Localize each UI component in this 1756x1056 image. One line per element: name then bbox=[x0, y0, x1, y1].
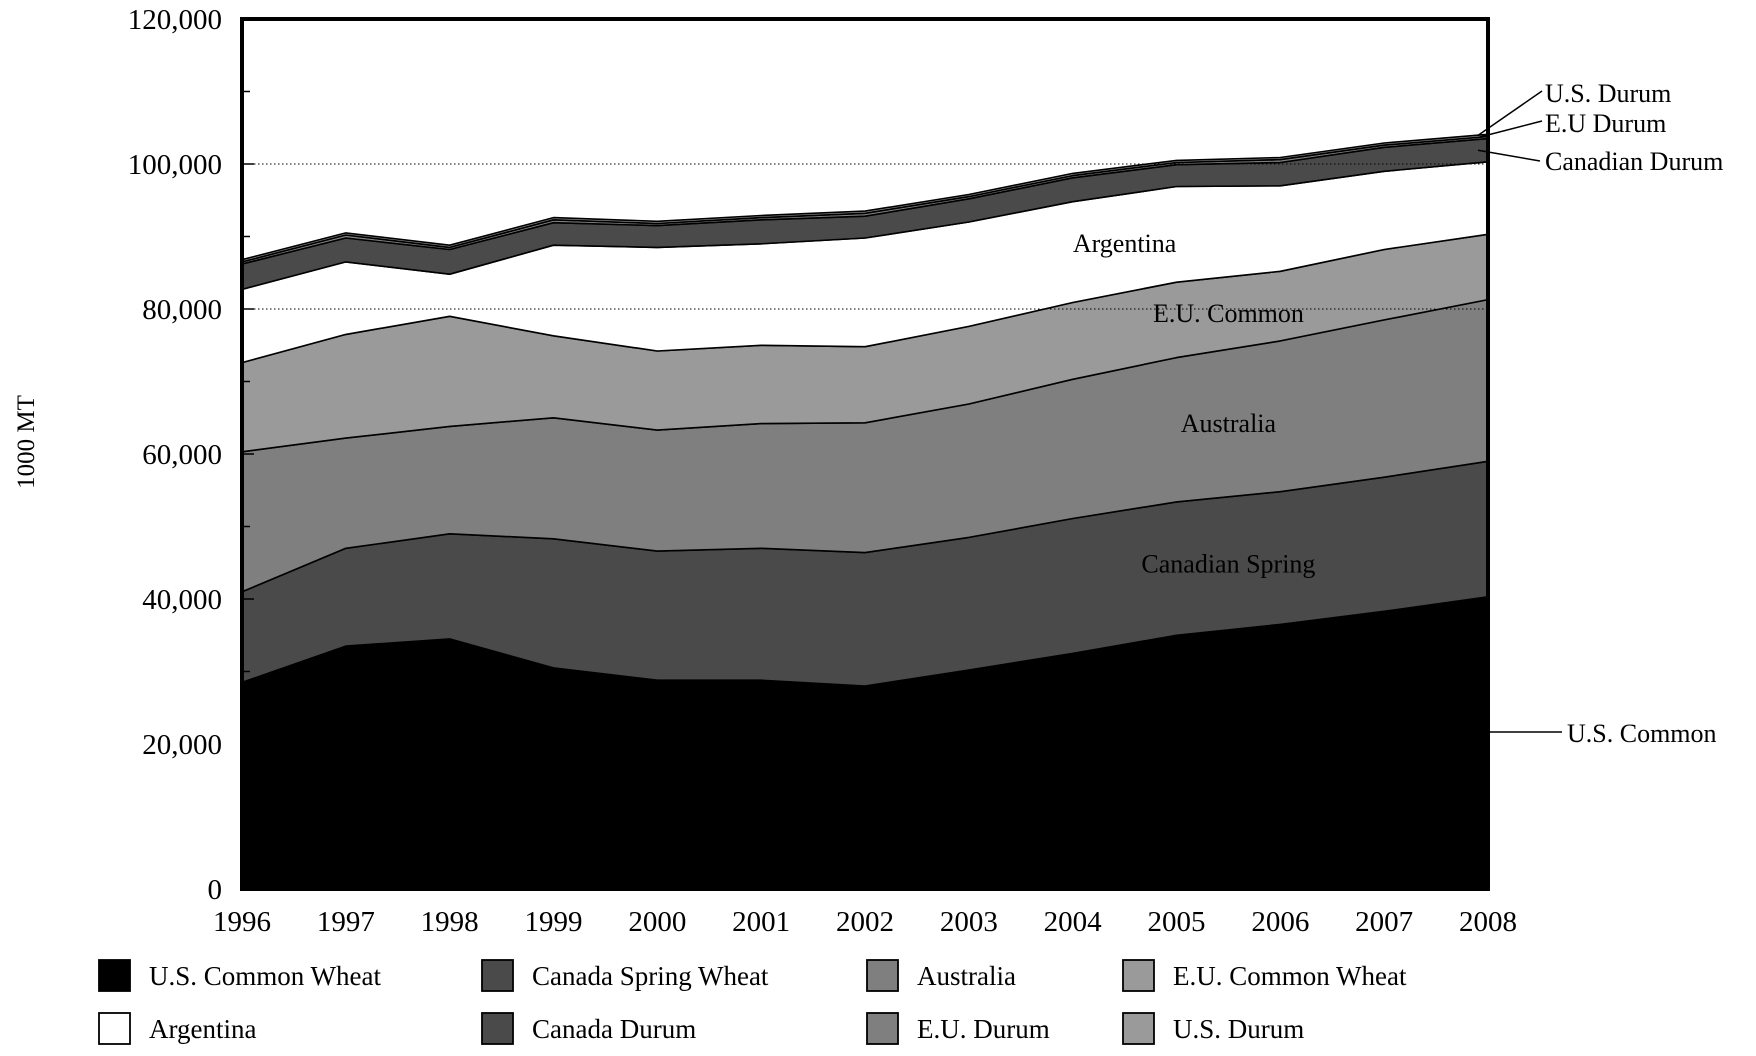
legend-label: E.U. Common Wheat bbox=[1173, 961, 1407, 991]
y-tick-label: 40,000 bbox=[142, 584, 222, 616]
x-tick-label: 2005 bbox=[1148, 906, 1206, 938]
area-label-canadian-spring: Canadian Spring bbox=[1141, 549, 1315, 578]
x-tick-label: 2002 bbox=[836, 906, 894, 938]
legend-swatch bbox=[866, 959, 899, 992]
legend-swatch bbox=[481, 1012, 514, 1045]
legend-item-canada-durum: Canada Durum bbox=[481, 1012, 696, 1045]
legend-item-argentina: Argentina bbox=[98, 1012, 256, 1045]
legend-swatch bbox=[1122, 959, 1155, 992]
legend-swatch bbox=[481, 959, 514, 992]
callout-leader bbox=[1477, 120, 1543, 139]
y-tick-label: 100,000 bbox=[128, 149, 222, 181]
legend-item-u-s-durum: U.S. Durum bbox=[1122, 1012, 1304, 1045]
callout-u-s-durum: U.S. Durum bbox=[1545, 79, 1671, 108]
area-label-e-u-common: E.U. Common bbox=[1153, 299, 1304, 328]
legend-item-u-s-common-wheat: U.S. Common Wheat bbox=[98, 959, 381, 992]
y-axis: 0 20,000 40,000 60,000 80,000 100,000 120,000 bbox=[128, 4, 254, 906]
x-tick-label: 2008 bbox=[1459, 906, 1517, 938]
legend-label: U.S. Common Wheat bbox=[149, 961, 381, 991]
callout-e-u-durum: E.U Durum bbox=[1545, 109, 1666, 138]
y-axis-title: 1000 MT bbox=[13, 395, 40, 489]
x-tick-label: 1997 bbox=[317, 906, 375, 938]
y-tick-label: 60,000 bbox=[142, 439, 222, 471]
callout-canadian-durum: Canadian Durum bbox=[1545, 147, 1723, 176]
callout-leader bbox=[1477, 90, 1543, 136]
y-tick-label: 80,000 bbox=[142, 294, 222, 326]
legend-swatch bbox=[98, 959, 131, 992]
y-tick-label: 120,000 bbox=[128, 4, 222, 36]
area-layers bbox=[241, 133, 1489, 890]
x-tick-label: 2000 bbox=[628, 906, 686, 938]
area-label-argentina: Argentina bbox=[1073, 229, 1177, 258]
callout-leader bbox=[1477, 149, 1541, 162]
x-tick-label: 1998 bbox=[421, 906, 479, 938]
y-tick-label: 0 bbox=[208, 874, 223, 906]
legend-label: Canada Spring Wheat bbox=[532, 961, 769, 991]
legend-swatch bbox=[98, 1012, 131, 1045]
legend-label: E.U. Durum bbox=[917, 1014, 1050, 1044]
area-labels: Argentina E.U. Common Australia Canadian Sp… bbox=[1073, 229, 1316, 578]
area-label-australia: Australia bbox=[1181, 409, 1277, 438]
x-tick-label: 2004 bbox=[1044, 906, 1103, 938]
legend-item-e-u-common-wheat: E.U. Common Wheat bbox=[1122, 959, 1407, 992]
legend-swatch bbox=[1122, 1012, 1155, 1045]
x-axis: 1996 1997 1998 1999 2000 2001 2002 2003 2004 2005… bbox=[213, 906, 1517, 938]
legend-item-australia: Australia bbox=[866, 959, 1016, 992]
y-tick-label: 20,000 bbox=[142, 729, 222, 761]
legend: U.S. Common Wheat Canada Spring Wheat Aust… bbox=[98, 959, 1407, 1045]
x-tick-label: 1996 bbox=[213, 906, 271, 938]
x-tick-label: 1999 bbox=[525, 906, 583, 938]
legend-swatch bbox=[866, 1012, 899, 1045]
x-tick-label: 2007 bbox=[1355, 906, 1413, 938]
legend-label: Argentina bbox=[149, 1014, 256, 1044]
legend-item-canada-spring-wheat: Canada Spring Wheat bbox=[481, 959, 769, 992]
x-tick-label: 2006 bbox=[1251, 906, 1309, 938]
x-tick-label: 2001 bbox=[732, 906, 790, 938]
legend-label: Canada Durum bbox=[532, 1014, 696, 1044]
legend-item-e-u-durum: E.U. Durum bbox=[866, 1012, 1050, 1045]
callout-u-s-common: U.S. Common bbox=[1567, 719, 1717, 748]
x-tick-label: 2003 bbox=[940, 906, 998, 938]
legend-label: U.S. Durum bbox=[1173, 1014, 1304, 1044]
legend-label: Australia bbox=[917, 961, 1016, 991]
